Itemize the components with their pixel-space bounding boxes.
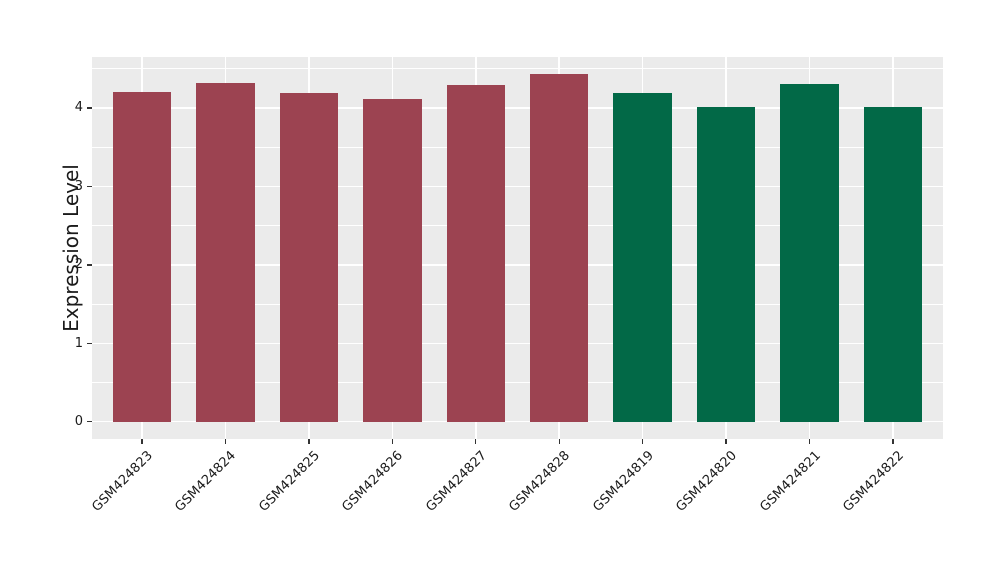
y-tick-mark <box>87 421 92 423</box>
bar-GSM424824 <box>196 82 255 422</box>
y-tick-label: 3 <box>74 178 83 194</box>
x-tick-label: GSM424824 <box>172 448 240 515</box>
x-tick-label: GSM424823 <box>89 448 156 515</box>
x-tick-label: GSM424820 <box>673 448 740 515</box>
x-tick-label: GSM424828 <box>506 448 574 515</box>
y-tick-label: 4 <box>74 100 83 116</box>
x-tick-label: GSM424822 <box>840 448 907 515</box>
bar-GSM424823 <box>112 91 172 422</box>
y-tick-label: 0 <box>74 414 83 430</box>
gridline-major <box>92 420 943 423</box>
gridline-major <box>92 264 943 266</box>
bar-GSM424828 <box>530 74 589 422</box>
bar-GSM424821 <box>780 84 839 422</box>
y-tick-mark <box>87 342 92 344</box>
x-tick-mark <box>308 439 310 444</box>
y-tick-label: 1 <box>74 335 83 351</box>
gridline-major <box>92 185 943 188</box>
x-tick-mark <box>892 439 894 444</box>
x-tick-mark <box>558 439 560 444</box>
y-tick-mark <box>87 264 92 266</box>
bar-GSM424827 <box>446 85 505 422</box>
x-tick-label: GSM424819 <box>589 448 657 515</box>
plot-panel <box>92 57 943 439</box>
y-tick-label: 2 <box>74 257 83 273</box>
x-tick-label: GSM424821 <box>756 448 824 515</box>
x-tick-mark <box>641 439 644 444</box>
bar-GSM424819 <box>613 93 672 422</box>
bar-GSM424826 <box>363 98 422 422</box>
bar-GSM424820 <box>696 107 756 422</box>
x-tick-mark <box>224 439 227 444</box>
x-tick-label: GSM424827 <box>423 448 490 515</box>
gridline-minor <box>92 146 943 148</box>
x-tick-label: GSM424826 <box>339 448 407 515</box>
y-tick-mark <box>87 107 92 109</box>
gridline-minor <box>92 303 943 305</box>
x-tick-mark <box>141 439 143 444</box>
gridline-minor <box>92 225 943 227</box>
x-tick-mark <box>808 439 811 444</box>
gridline-minor <box>92 68 943 70</box>
x-tick-label: GSM424825 <box>256 448 323 515</box>
x-tick-mark <box>475 439 477 444</box>
bar-GSM424825 <box>279 93 339 422</box>
bar-GSM424822 <box>863 107 923 422</box>
y-tick-mark <box>87 185 92 188</box>
gridline-minor <box>92 382 943 383</box>
x-tick-mark <box>725 439 727 444</box>
x-tick-mark <box>391 439 394 444</box>
gridline-major <box>92 107 943 109</box>
gridline-major <box>92 342 943 345</box>
